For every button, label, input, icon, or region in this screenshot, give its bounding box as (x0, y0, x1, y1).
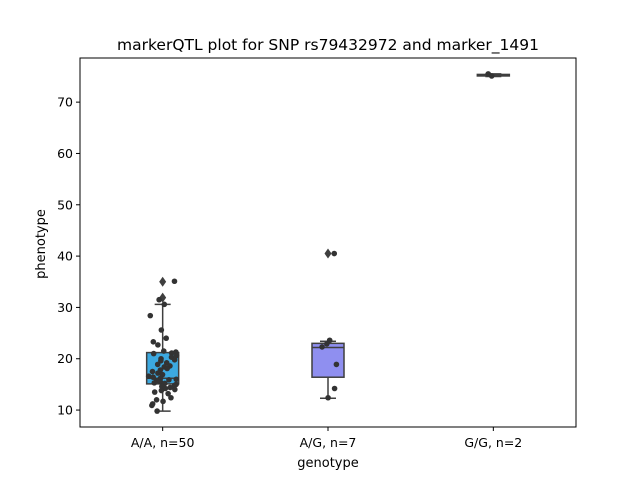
data-point (151, 380, 158, 386)
plot-area (79, 57, 577, 428)
data-point (150, 350, 157, 357)
data-point (147, 312, 154, 319)
y-axis-label: phenotype (34, 209, 49, 279)
data-point (158, 327, 165, 333)
data-point (151, 389, 158, 395)
y-tick-label: 30 (57, 300, 73, 315)
y-tick-label: 10 (57, 403, 73, 418)
data-point (155, 342, 161, 348)
data-point (160, 348, 167, 354)
y-tick-label: 60 (57, 146, 73, 161)
data-point (153, 396, 160, 403)
y-tick-label: 40 (57, 249, 73, 264)
data-point (325, 394, 331, 401)
y-tick-label: 50 (57, 197, 73, 212)
outlier-marker (159, 276, 167, 287)
data-point (167, 384, 173, 391)
y-axis: 10 20 30 40 50 60 70 (57, 95, 80, 418)
x-tick-label: A/G, n=7 (300, 435, 357, 450)
data-point (319, 344, 325, 350)
data-point (154, 361, 161, 368)
data-point (160, 398, 166, 405)
box (311, 342, 345, 378)
data-point (158, 387, 165, 394)
data-point (166, 376, 172, 383)
data-point (156, 296, 162, 303)
data-point (149, 368, 156, 375)
data-point (171, 382, 178, 389)
data-point (324, 341, 330, 347)
data-point (168, 394, 174, 401)
data-point (157, 379, 164, 385)
x-tick-label: G/G, n=2 (464, 435, 522, 450)
data-point (171, 356, 178, 363)
data-point (150, 374, 157, 381)
data-point (488, 73, 495, 79)
data-point (164, 365, 170, 372)
x-tick-label: A/A, n=50 (131, 435, 195, 450)
chart-title: markerQTL plot for SNP rs79432972 and ma… (117, 36, 539, 55)
x-axis-label: genotype (297, 456, 358, 471)
data-point (331, 250, 338, 257)
x-axis: A/A, n=50 A/G, n=7 G/G, n=2 (131, 427, 522, 450)
data-point (145, 373, 152, 379)
outlier-marker (324, 248, 332, 259)
y-tick-label: 20 (57, 351, 73, 366)
data-point (168, 350, 175, 356)
y-tick-label: 70 (57, 95, 73, 110)
data-point (172, 386, 178, 393)
data-point (149, 402, 155, 409)
data-point (333, 361, 340, 368)
data-point (173, 376, 180, 383)
data-point (163, 335, 169, 342)
data-point (165, 390, 171, 397)
data-point (171, 278, 178, 285)
data-point (161, 301, 168, 308)
data-point (154, 408, 160, 414)
data-point (331, 385, 338, 392)
box-group (311, 248, 345, 400)
data-point (155, 370, 161, 376)
data-point (150, 339, 157, 345)
